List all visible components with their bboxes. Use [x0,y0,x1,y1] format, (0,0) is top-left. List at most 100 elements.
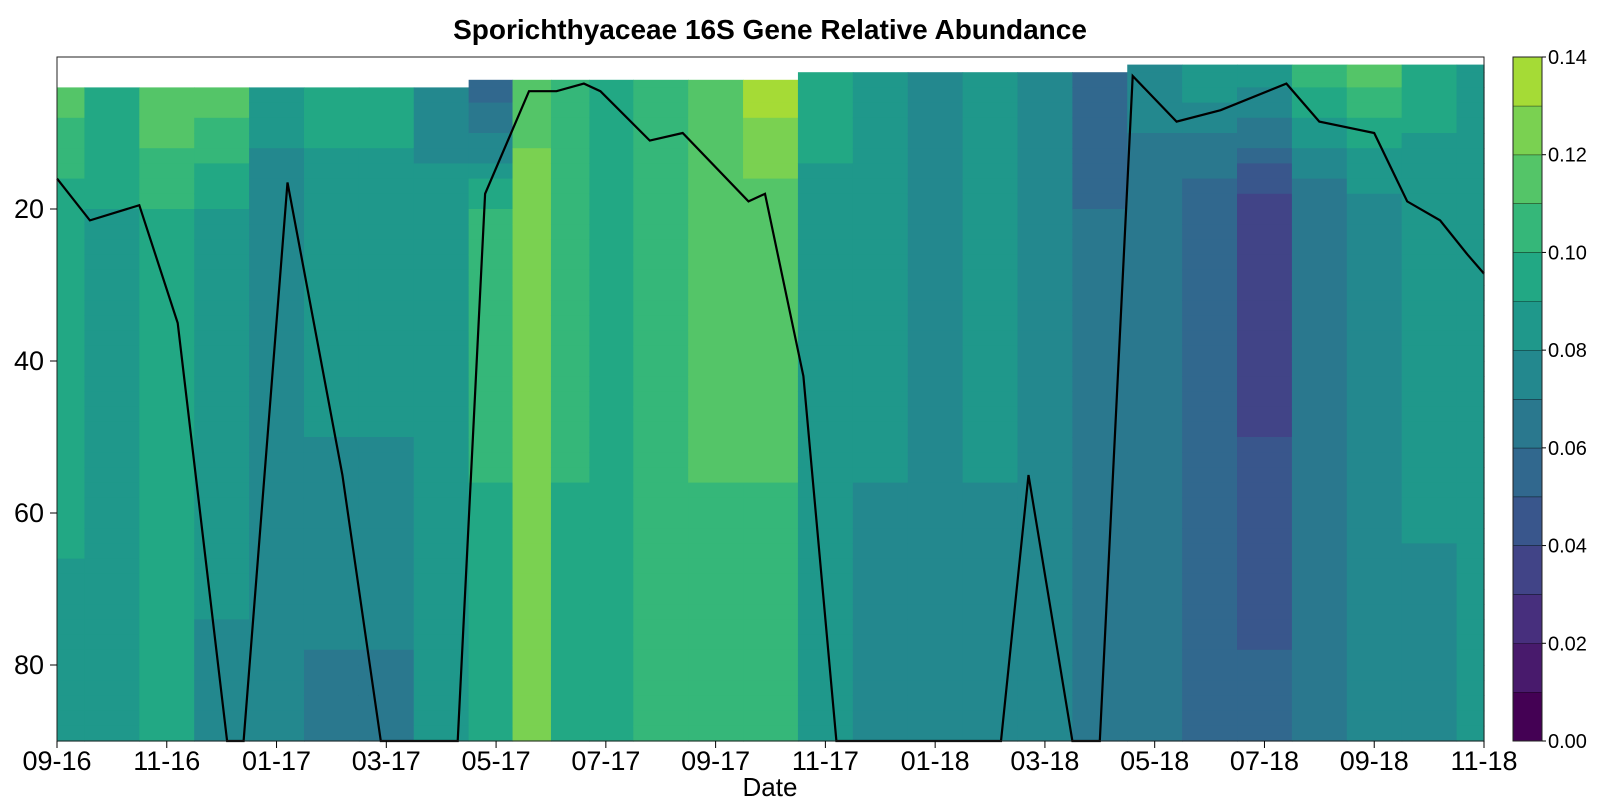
heatmap-cell [139,102,195,119]
heatmap-cell [1182,391,1238,408]
heatmap-cell [1237,421,1293,438]
heatmap-cell [633,300,689,316]
heatmap-cell [139,513,195,529]
heatmap-cell [84,330,140,347]
heatmap-cell [907,710,964,727]
heatmap-cell [413,193,470,210]
heatmap-cell [1237,649,1293,666]
heatmap-cell [797,725,854,742]
heatmap-cell [633,269,689,286]
heatmap-cell [139,680,195,696]
heatmap-cell [633,254,689,271]
heatmap-cell [303,573,360,590]
heatmap-cell [589,330,634,347]
heatmap-cell [589,573,634,590]
heatmap-cell [688,467,744,484]
heatmap-cell [1237,330,1293,347]
heatmap-cell [512,725,552,742]
heatmap-cell [303,634,360,651]
heatmap-cell [139,604,195,620]
heatmap-cell [1346,680,1403,696]
heatmap-cell [962,376,1019,392]
heatmap-cell [1237,695,1293,712]
heatmap-cell [512,133,552,149]
heatmap-cell [57,634,86,651]
heatmap-cell [1072,573,1128,590]
heatmap-cell [413,649,470,666]
heatmap-cell [1017,452,1073,468]
heatmap-cell [57,269,86,286]
heatmap-cell [303,239,360,256]
heatmap-cell [1127,649,1183,666]
heatmap-cell [57,437,86,453]
heatmap-cell [1291,558,1348,575]
heatmap-cell [57,87,86,104]
heatmap-cell [1072,361,1128,377]
heatmap-cell [1072,224,1128,240]
heatmap-cell [84,695,140,712]
heatmap-cell [797,482,854,499]
heatmap-cell [907,452,964,468]
heatmap-cell [468,406,514,423]
heatmap-cell [1346,269,1403,286]
heatmap-cell [468,543,514,560]
heatmap-cell [139,437,195,453]
heatmap-cell [1017,345,1073,362]
heatmap-cell [1182,406,1238,423]
heatmap-cell [633,391,689,408]
heatmap-cell [468,467,514,484]
heatmap-cell [550,543,590,560]
heatmap-cell [589,528,634,544]
heatmap-cell [1401,665,1458,681]
heatmap-cell [1346,330,1403,347]
heatmap-cell [962,634,1019,651]
heatmap-cell [1237,680,1293,696]
heatmap-cell [1072,163,1128,180]
heatmap-cell [84,619,140,636]
heatmap-cell [1346,619,1403,636]
heatmap-cell [589,285,634,301]
heatmap-cell [907,133,964,149]
heatmap-cell [962,361,1019,377]
heatmap-cell [1346,391,1403,408]
heatmap-cell [1127,513,1183,529]
heatmap-cell [688,345,744,362]
y-tick-label: 60 [14,498,44,528]
heatmap-cell [1017,285,1073,301]
heatmap-cell [139,193,195,210]
heatmap-cell [1401,695,1458,712]
heatmap-cell [1456,589,1485,605]
heatmap-cell [589,315,634,332]
heatmap-cell [358,497,415,514]
heatmap-cell [139,87,195,104]
heatmap-cell [1346,376,1403,392]
heatmap-cell [688,482,744,499]
heatmap-cell [194,710,250,727]
heatmap-cell [1291,376,1348,392]
heatmap-cell [907,649,964,666]
heatmap-cell [57,376,86,392]
heatmap-cell [468,269,514,286]
heatmap-cell [413,148,470,164]
heatmap-cell [589,391,634,408]
heatmap-cell [962,725,1019,742]
heatmap-cell [1456,513,1485,529]
heatmap-cell [1291,254,1348,271]
heatmap-cell [84,482,140,499]
heatmap-cell [1401,72,1458,88]
heatmap-cell [249,467,305,484]
heatmap-cell [797,239,854,256]
heatmap-cell [1237,361,1293,377]
heatmap-cell [962,710,1019,727]
heatmap-cell [84,421,140,438]
heatmap-cell [589,680,634,696]
heatmap-cell [1237,497,1293,514]
heatmap-cell [413,513,470,529]
heatmap-cell [907,102,964,119]
heatmap-cell [1456,269,1485,286]
heatmap-cell [962,406,1019,423]
heatmap-cell [468,148,514,164]
heatmap-cell [962,649,1019,666]
heatmap-cell [194,345,250,362]
heatmap-cell [84,193,140,210]
